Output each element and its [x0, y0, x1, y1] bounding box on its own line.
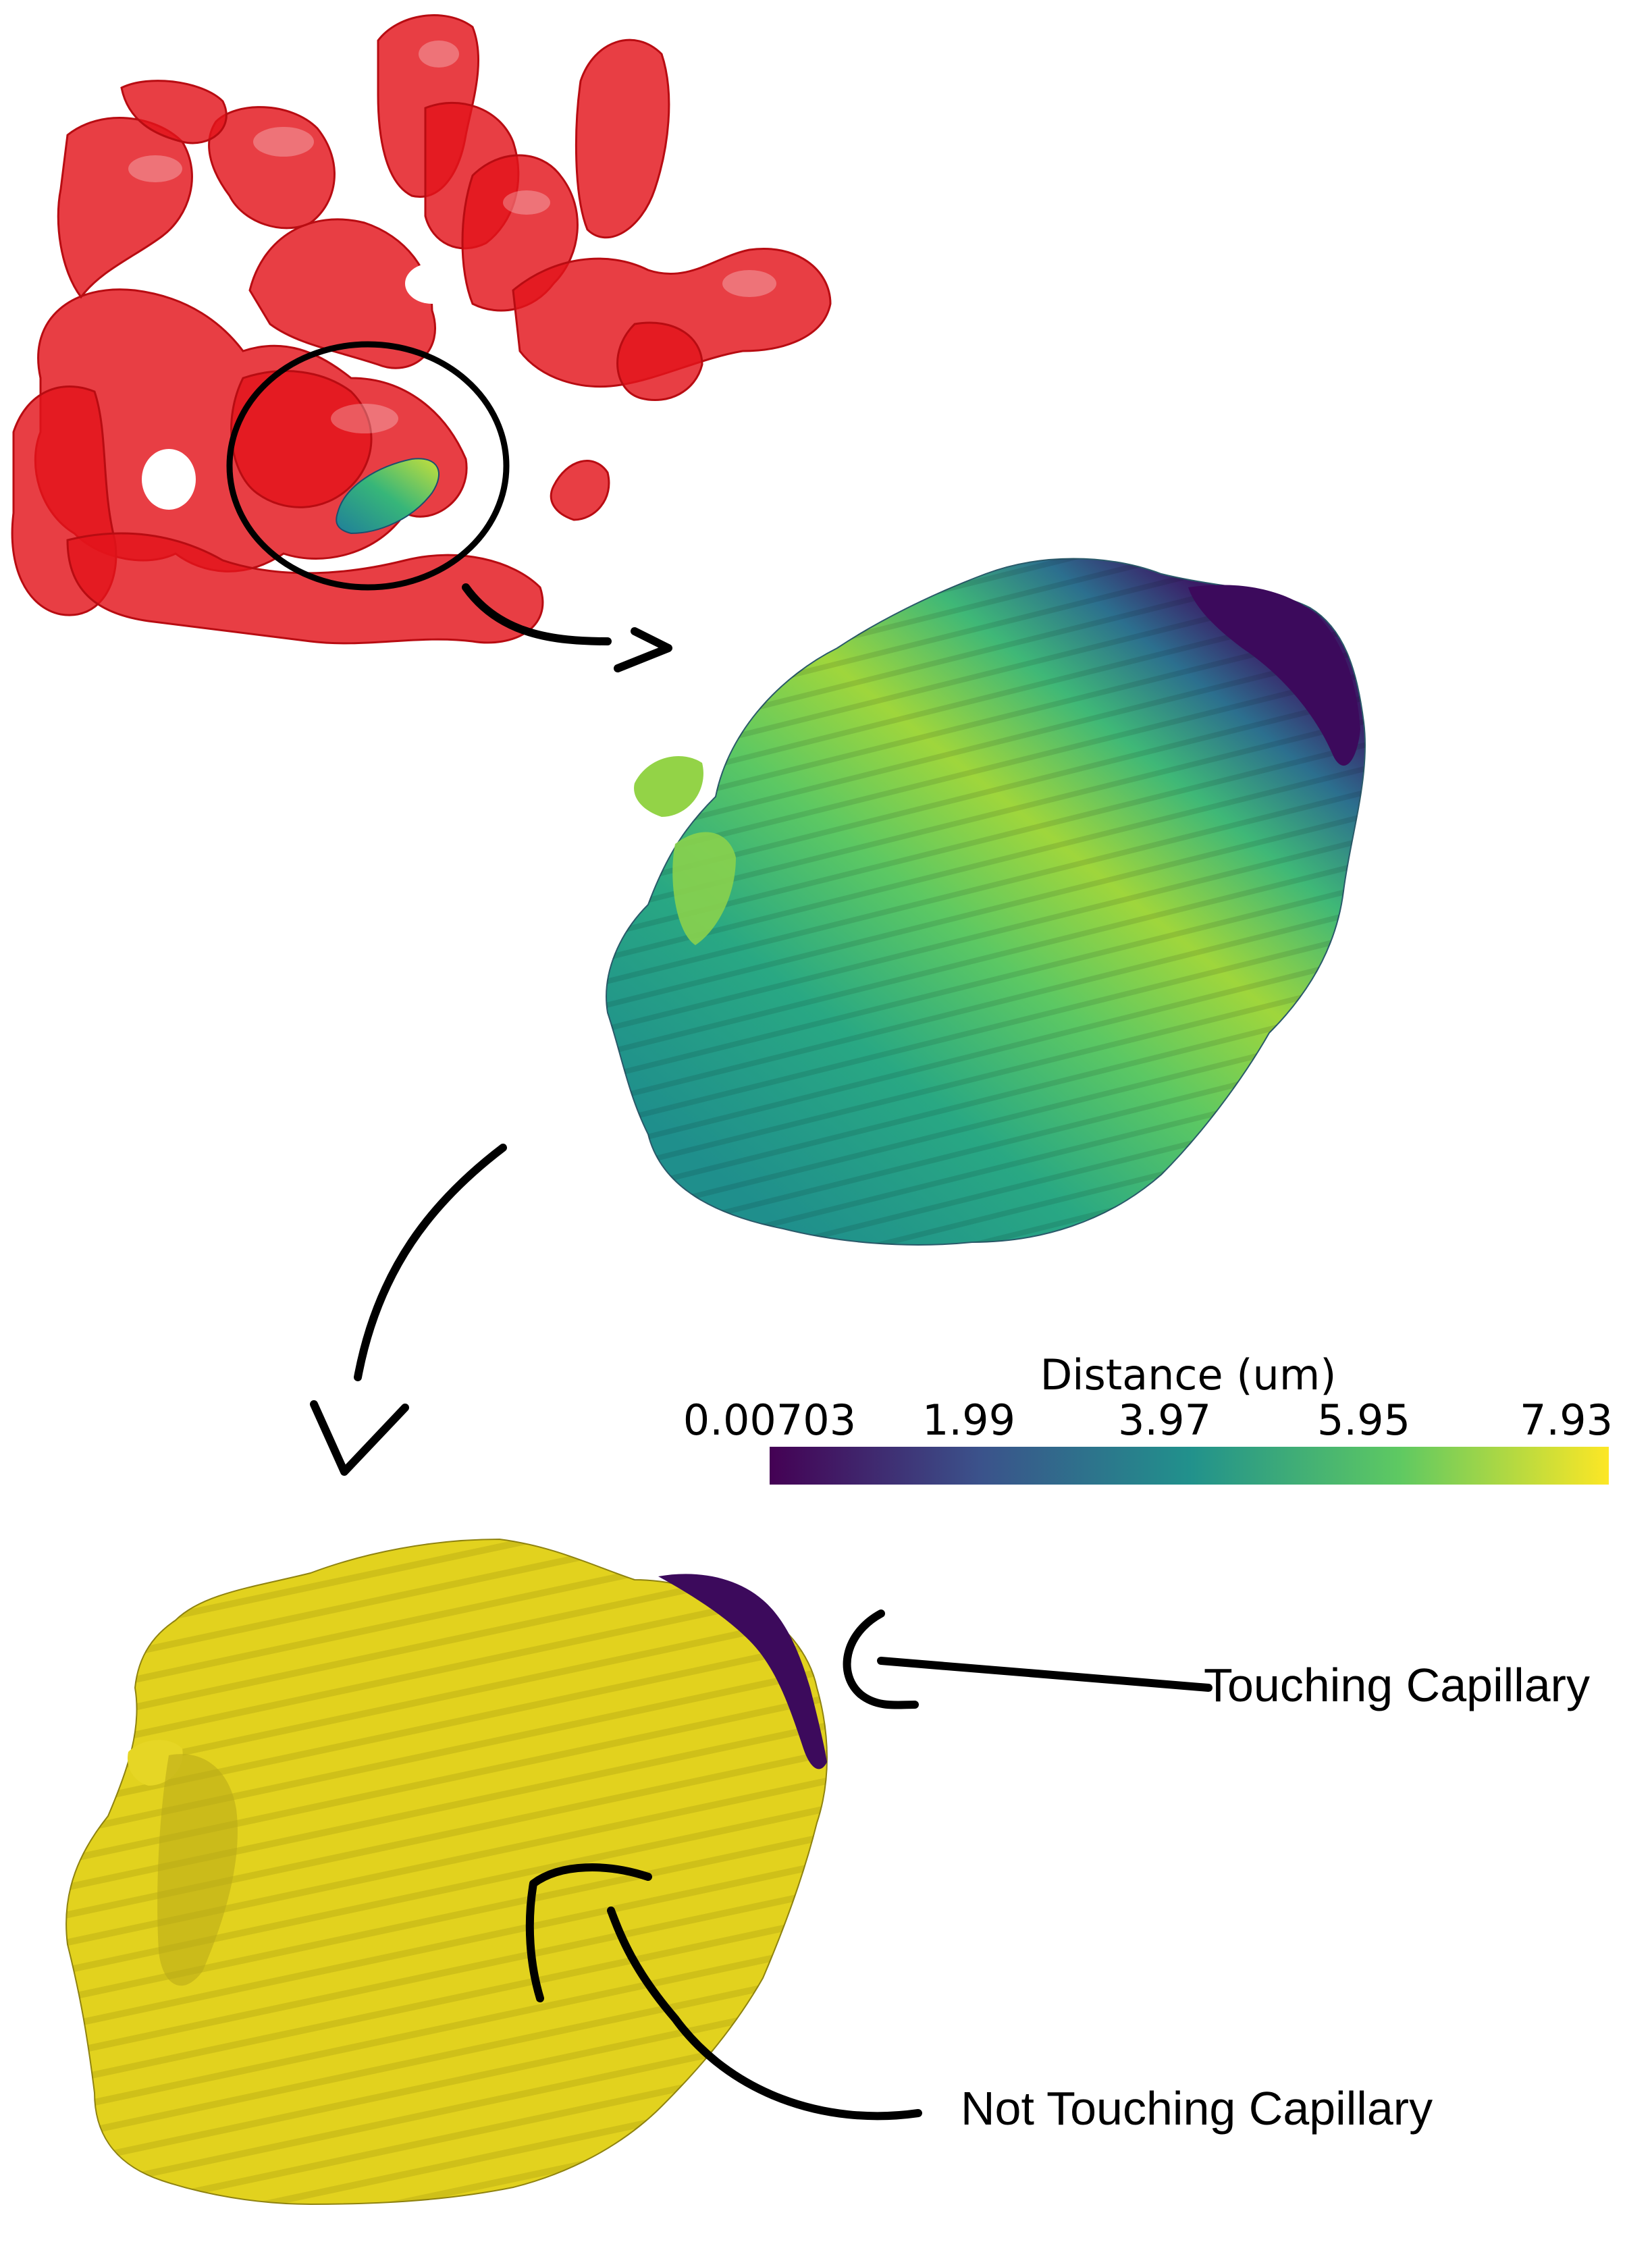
arrow-zoom	[462, 583, 672, 672]
not-touching-arrow	[525, 1863, 922, 2121]
colorbar-tick-label: 5.95	[1317, 1395, 1410, 1445]
classified-cell	[65, 1538, 828, 2206]
distance-colored-cell	[606, 558, 1366, 1246]
colorbar-tick-label: 0.00703	[683, 1395, 856, 1445]
touching-capillary-label: Touching Capillary	[1204, 1659, 1590, 1711]
colorbar-gradient	[770, 1447, 1609, 1485]
capillary-gaps	[142, 263, 560, 510]
capillary-highlights	[128, 41, 776, 433]
colorbar: Distance (um) 0.00703 1.99 3.97 5.95 7.9…	[683, 1350, 1613, 1485]
colorbar-tick-label: 1.99	[922, 1395, 1015, 1445]
colorbar-tick-label: 3.97	[1118, 1395, 1211, 1445]
touching-region	[658, 1574, 827, 1769]
colorbar-tick-label: 7.93	[1520, 1395, 1613, 1445]
arrow-classify	[310, 1144, 507, 1476]
highlight-circle	[226, 341, 510, 591]
capillary-network	[11, 14, 832, 645]
touching-arrow	[843, 1609, 1213, 1709]
colorbar-title: Distance (um)	[1040, 1350, 1337, 1400]
capillary-vessel	[11, 14, 832, 645]
not-touching-capillary-label: Not Touching Capillary	[961, 2082, 1433, 2135]
small-cell-inset	[336, 458, 439, 535]
touching-region-zoomed	[1188, 585, 1360, 766]
